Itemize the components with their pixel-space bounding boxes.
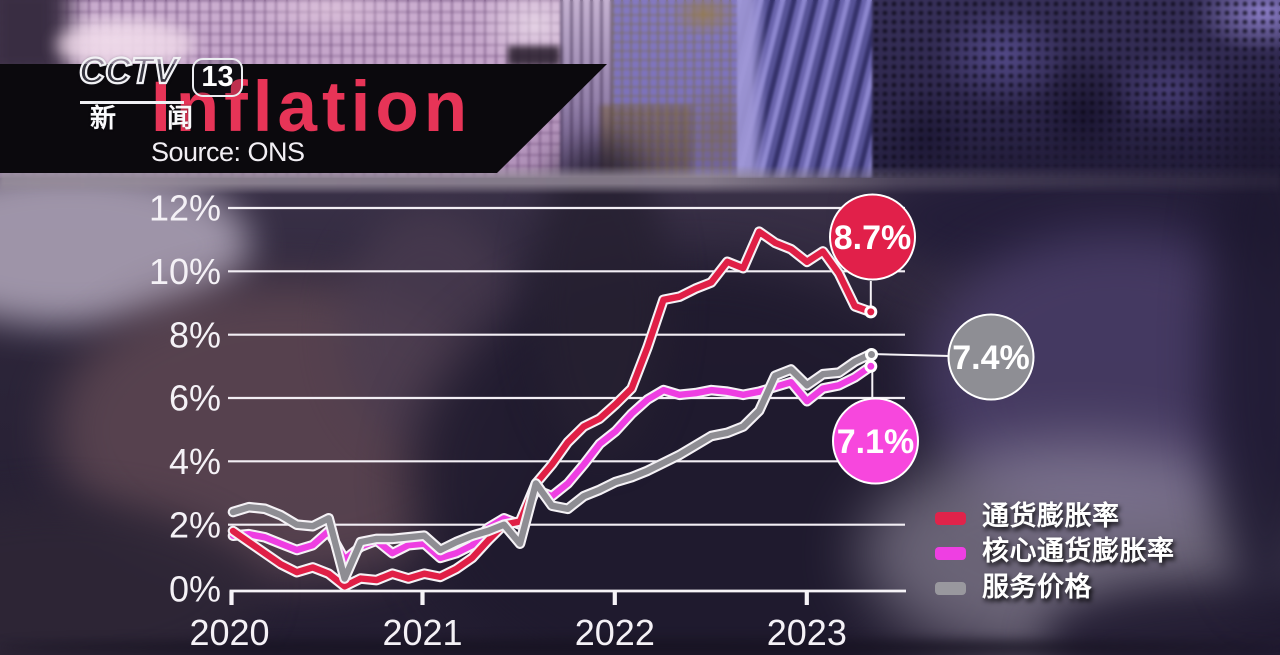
svg-text:2021: 2021 <box>382 612 462 653</box>
svg-text:6%: 6% <box>169 378 221 419</box>
svg-text:12%: 12% <box>149 188 221 229</box>
svg-text:10%: 10% <box>149 251 221 292</box>
svg-text:0%: 0% <box>169 569 221 610</box>
svg-text:7.4%: 7.4% <box>952 339 1030 377</box>
svg-text:2023: 2023 <box>767 612 847 653</box>
svg-text:8%: 8% <box>169 314 221 355</box>
svg-text:2020: 2020 <box>189 612 269 653</box>
svg-text:8.7%: 8.7% <box>834 219 912 257</box>
svg-text:7.1%: 7.1% <box>837 423 915 461</box>
svg-text:2%: 2% <box>169 504 221 545</box>
svg-text:4%: 4% <box>169 441 221 482</box>
svg-text:2022: 2022 <box>575 612 655 653</box>
